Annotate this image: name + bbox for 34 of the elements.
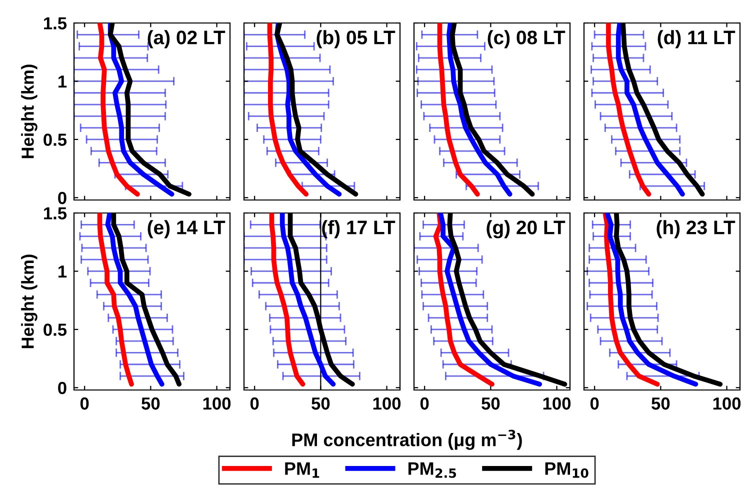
x-tick-label: 50: [142, 397, 160, 410]
legend-label: PM$_{1}$: [285, 462, 320, 478]
x-tick-label: 100: [713, 397, 741, 410]
y-tick-label: 1: [58, 266, 67, 278]
chart-title: (f) 17 LT: [322, 220, 396, 238]
x-axis-title: PM concentration (μg m$^{−3}$): [292, 430, 522, 450]
y-axis-title: Height (km): [21, 64, 38, 158]
y-tick-label: 1: [58, 76, 67, 88]
y-tick-label: 0.5: [44, 134, 67, 146]
chart-title: (d) 11 LT: [658, 30, 736, 48]
chart-title: (c) 08 LT: [488, 30, 566, 48]
y-tick-label: 1.5: [44, 17, 67, 30]
x-tick-label: 100: [203, 397, 231, 410]
y-axis-title: Height (km): [21, 254, 38, 348]
x-tick-label: 50: [482, 397, 500, 410]
legend-label: PM$_{2.5}$: [408, 462, 456, 478]
chart-title: (e) 14 LT: [148, 220, 226, 238]
x-tick-label: 0: [80, 397, 89, 410]
x-tick-label: 0: [250, 397, 259, 410]
chart-title: (b) 05 LT: [316, 30, 396, 48]
x-tick-label: 50: [312, 397, 330, 410]
y-tick-label: 0: [58, 192, 66, 204]
y-tick-label: 1.5: [44, 207, 67, 220]
legend-label: PM$_{10}$: [545, 462, 588, 478]
y-tick-label: 0.5: [44, 324, 67, 336]
y-tick-label: 0: [58, 382, 66, 394]
x-tick-label: 50: [652, 397, 670, 410]
chart-title: (a) 02 LT: [148, 30, 226, 48]
x-tick-label: 0: [590, 397, 599, 410]
x-tick-label: 100: [543, 397, 571, 410]
chart-title: (h) 23 LT: [656, 220, 736, 238]
chart-title: (g) 20 LT: [486, 220, 566, 238]
x-tick-label: 0: [420, 397, 429, 410]
x-tick-label: 100: [373, 397, 401, 410]
